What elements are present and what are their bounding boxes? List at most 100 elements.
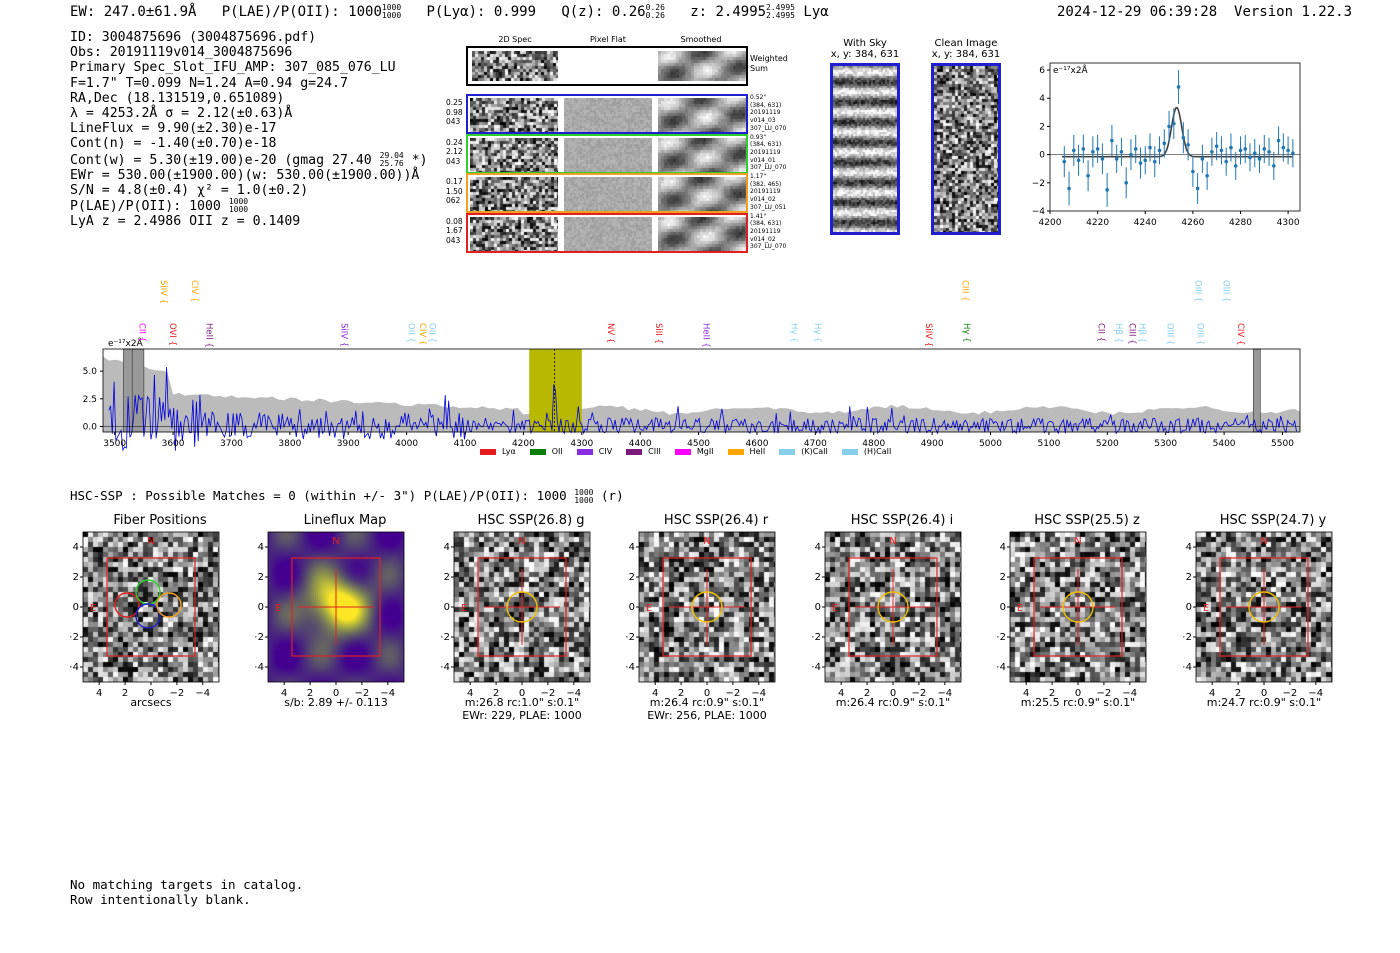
- panel-overlay: N E 4 4 2 2 0 0 −2 −2 −4 −4: [1183, 531, 1333, 698]
- cutout-stat: 062: [446, 196, 461, 205]
- emission-line-marker: CIII {: [960, 280, 970, 302]
- weighted-2dspec: [472, 51, 558, 81]
- panel-caption-line: s/b: 2.89 +/- 0.113: [284, 696, 388, 709]
- fit-y-tick-label: 2: [1039, 122, 1045, 132]
- fit-data-point: [1086, 173, 1090, 178]
- panel-x-tick-label: −4: [566, 688, 581, 698]
- header-plya: P(Lyα): 0.999: [426, 4, 537, 20]
- spectrum-x-tick-label: 4200: [512, 439, 535, 449]
- panel-y-tick-label: 2: [1000, 572, 1006, 583]
- fit-data-point: [1110, 138, 1114, 143]
- legend-swatch: [480, 448, 496, 455]
- cutout-smoothed: [658, 98, 746, 132]
- search-box: [848, 557, 938, 657]
- panel-y-tick-label: 4: [258, 542, 264, 553]
- emission-line-marker: SiIV {: [923, 323, 933, 347]
- compass-n: N: [1074, 536, 1081, 547]
- panel-x-tick-label: −2: [1283, 688, 1298, 698]
- fit-data-point: [1257, 157, 1262, 161]
- spectrum-x-tick-label: 4600: [746, 439, 769, 449]
- panel-y-tick-label: 0: [444, 602, 450, 613]
- fit-x-tick-label: 4280: [1229, 218, 1252, 228]
- panel-x-tick-label: 0: [148, 688, 154, 698]
- cutout-image: [639, 532, 775, 682]
- cutout-2dspec: [470, 137, 558, 172]
- aperture-circle: [1248, 591, 1280, 623]
- weighted-smoothed: [658, 51, 746, 81]
- panel-y-tick-label: −2: [997, 632, 1006, 643]
- cutout-image: [454, 532, 590, 682]
- emission-line-marker: OII {: [405, 323, 415, 343]
- panel-x-tick-label: −2: [912, 688, 927, 698]
- fit-data-point: [1133, 147, 1138, 151]
- cutout-row: [466, 133, 748, 174]
- emission-line-marker: OIII {: [1193, 280, 1203, 302]
- panel-y-tick-label: 2: [629, 572, 635, 583]
- panel-caption: m:26.4 rc:0.9" s:0.1" EWr: 256, PLAE: 100…: [617, 696, 797, 722]
- fit-data-point: [1100, 157, 1105, 161]
- cutout-stat: 2.12: [446, 147, 463, 156]
- with-sky-image: [830, 63, 900, 235]
- emission-line-marker: CIII {: [1127, 323, 1137, 345]
- fit-data-point: [1062, 159, 1067, 164]
- aperture-circle: [1062, 591, 1094, 623]
- cutout-stat: 043: [446, 117, 461, 126]
- spectrum-unit-label: e⁻¹⁷x2Å: [108, 337, 144, 349]
- panel-caption: m:24.7 rc:0.9" s:0.1": [1174, 696, 1354, 709]
- hsc-summary: HSC-SSP : Possible Matches = 0 (within +…: [70, 487, 624, 505]
- fit-data-point: [1191, 169, 1195, 174]
- legend-label: MgII: [696, 447, 714, 456]
- spectrum-frame: [102, 348, 1301, 433]
- fit-x-tick-label: 4260: [1181, 218, 1204, 228]
- cutout-stat: 1.50: [446, 186, 463, 196]
- search-box: [477, 557, 567, 657]
- cutout-meta: 1.17": [750, 173, 767, 180]
- compass-e: E: [646, 603, 652, 614]
- emission-line-marker: CIV {: [417, 323, 427, 345]
- header-z-range: 2.4995 2.4995: [766, 3, 795, 20]
- header-plae: P(LAE)/P(OII): 1000: [221, 4, 382, 20]
- panel-y-tick-label: −2: [1183, 632, 1192, 643]
- emission-line-marker: OIII {: [1194, 323, 1204, 345]
- col-header-pixelflat: Pixel Flat: [590, 35, 626, 44]
- legend-entry: Lyα: [480, 447, 516, 456]
- legend-entry: CIV: [576, 447, 612, 456]
- panel-x-tick-label: −2: [1097, 688, 1112, 698]
- emission-line-marker: Hγ {: [812, 323, 822, 343]
- spectrum-x-tick-label: 5500: [1271, 439, 1294, 449]
- cutout-meta: (384, 631): [750, 141, 782, 149]
- with-sky-title: With Sky x, y: 384, 631: [830, 38, 900, 60]
- legend-label: (H)CaII: [863, 447, 892, 456]
- panel-y-tick-label: 0: [1186, 602, 1192, 613]
- panel-x-tick-label: −4: [937, 688, 952, 698]
- panel-y-tick-label: 2: [1186, 572, 1192, 583]
- fit-data-point: [1181, 135, 1186, 140]
- panel-overlay: N E 4 4 2 2 0 0 −2 −2 −4 −4: [812, 531, 962, 698]
- panel-x-tick-label: 0: [519, 688, 525, 698]
- panel-caption: s/b: 2.89 +/- 0.113: [246, 696, 426, 709]
- emission-line-marker: HeII {: [700, 323, 710, 348]
- panel-y-tick-label: −4: [812, 662, 821, 673]
- panel-title: HSC SSP(26.4) r: [663, 513, 769, 528]
- emission-line-marker: OIII {: [1165, 323, 1175, 345]
- fit-data-point: [1243, 147, 1248, 151]
- panel-y-tick-label: 2: [815, 572, 821, 583]
- emission-line-marker: Hγ {: [961, 323, 971, 343]
- cutout-smoothed: [658, 177, 746, 211]
- info-radec: RA,Dec (18.131519,0.651089): [70, 90, 285, 106]
- compass-e: E: [275, 603, 281, 614]
- panel-y-tick-label: −4: [997, 662, 1006, 673]
- spectrum-x-tick-label: 5100: [1037, 439, 1060, 449]
- spectrum-error-band: [103, 356, 1300, 432]
- cutout-meta: v014_02: [750, 235, 776, 243]
- spectrum-x-tick-label: 4500: [687, 439, 710, 449]
- fit-plot-frame: [1049, 62, 1301, 212]
- panel-caption-line: arcsecs: [130, 696, 172, 709]
- emission-line-marker: CII {: [1096, 323, 1106, 342]
- fit-data-point: [1272, 164, 1276, 168]
- fit-data-point: [1200, 157, 1205, 161]
- panel-caption-line: m:26.4 rc:0.9" s:0.1": [835, 696, 951, 709]
- panel-y-tick-label: −2: [441, 632, 450, 643]
- emission-line-marker: HeII {: [203, 323, 213, 348]
- fit-data-point: [1072, 148, 1076, 153]
